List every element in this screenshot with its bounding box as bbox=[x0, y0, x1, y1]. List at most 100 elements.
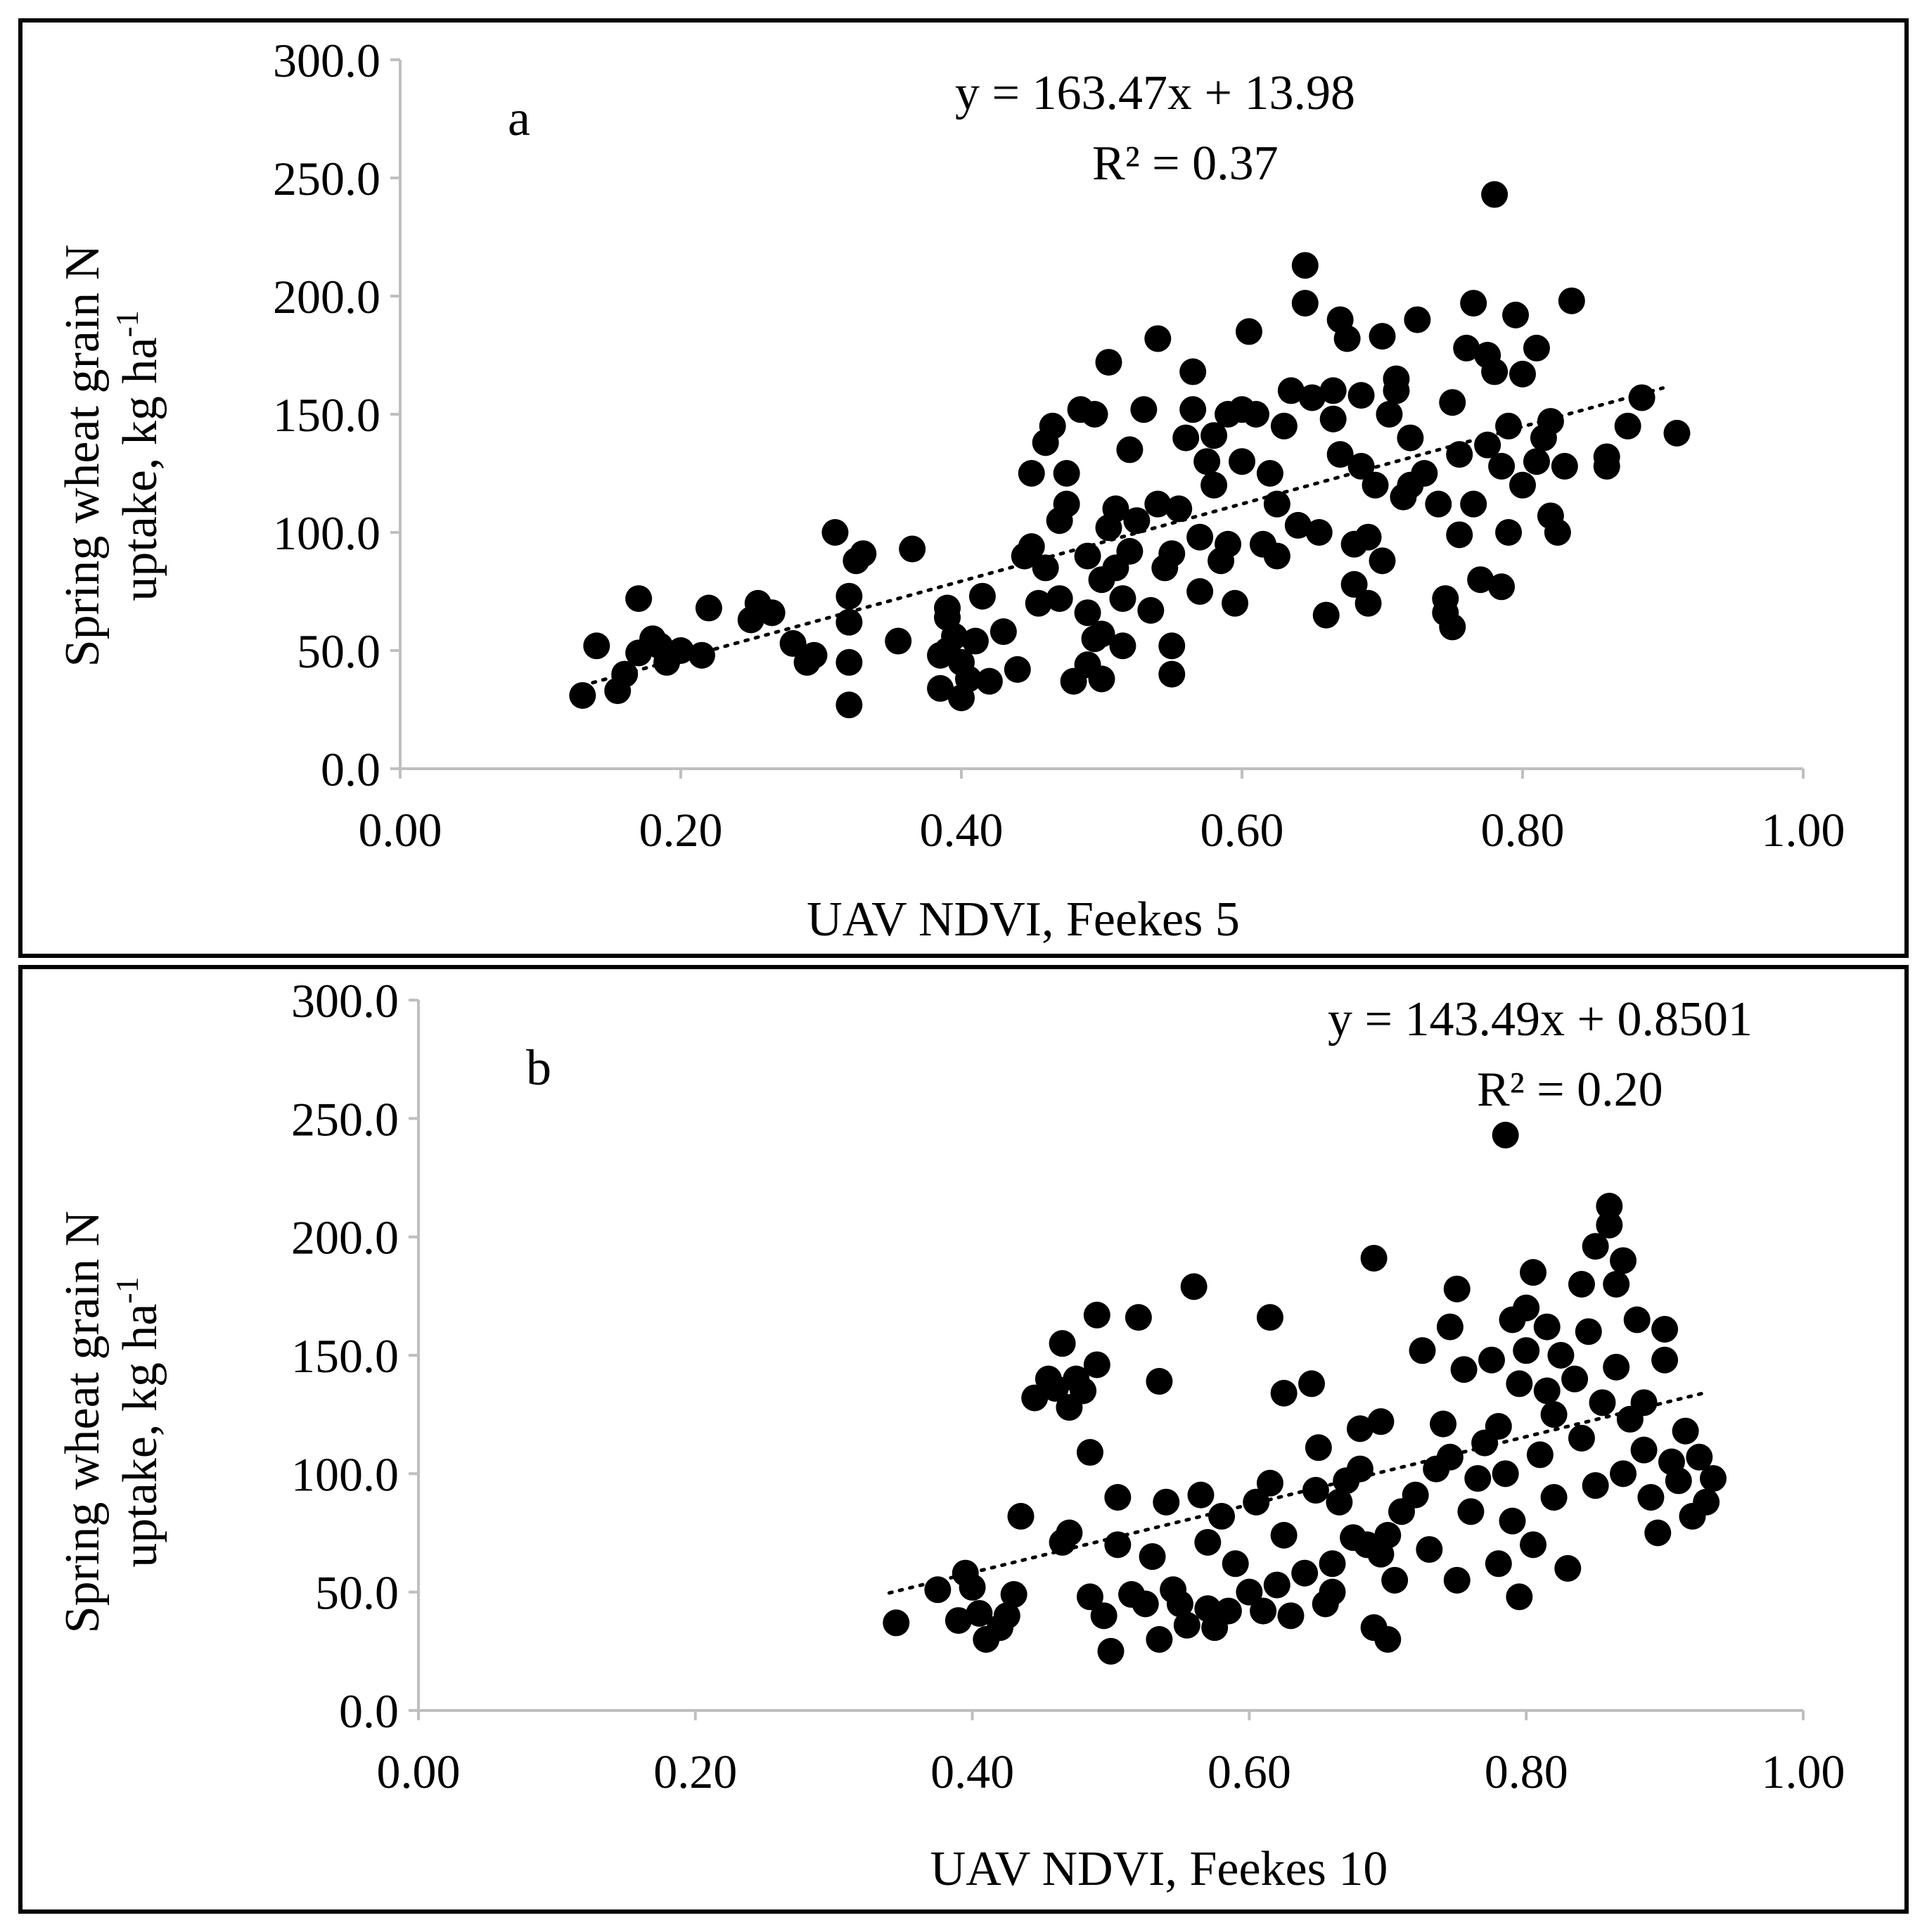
panel-b-x-tick-label: 0.40 bbox=[930, 1745, 1014, 1798]
panel-a-data-point bbox=[1411, 460, 1438, 487]
panel-a-y-tick-label: 50.0 bbox=[297, 625, 380, 678]
panel-b-data-point bbox=[1630, 1389, 1658, 1416]
panel-b-y-tick-label: 250.0 bbox=[291, 1092, 399, 1146]
panel-b: 0.0 50.0 100.0 150.0 200.0 250.0 300.0 0.00 0.20… bbox=[18, 965, 1909, 1914]
panel-b-data-point bbox=[1603, 1271, 1630, 1298]
panel-a-x-tick-label: 0.80 bbox=[1481, 803, 1565, 857]
panel-a-data-point bbox=[1074, 542, 1101, 570]
panel-a-x-tick-label: 0.00 bbox=[359, 803, 442, 857]
panel-a-data-point bbox=[1158, 540, 1186, 568]
panel-b-data-point bbox=[1021, 1384, 1049, 1412]
panel-b-data-point bbox=[1360, 1244, 1388, 1272]
panel-a-data-point bbox=[835, 691, 863, 719]
panel-a-data-point bbox=[1453, 334, 1480, 362]
panel-b-data-point bbox=[1603, 1353, 1630, 1381]
panel-a-data-point bbox=[961, 627, 989, 655]
panel-b-data-point bbox=[1478, 1346, 1505, 1374]
panel-b-data-point bbox=[1090, 1602, 1117, 1630]
panel-a-y-tick-label: 200.0 bbox=[273, 270, 380, 324]
panel-a-x-axis-title: UAV NDVI, Feekes 5 bbox=[807, 893, 1240, 947]
panel-b-data-point bbox=[1520, 1259, 1547, 1286]
panel-a-data-point bbox=[1046, 585, 1073, 613]
panel-a-data-point bbox=[899, 535, 926, 563]
panel-a-data-point bbox=[1123, 507, 1151, 535]
panel-b-data-point bbox=[1298, 1370, 1326, 1397]
panel-a-data-point bbox=[1481, 181, 1509, 208]
panel-a-data-point bbox=[1326, 441, 1354, 468]
panel-b-data-point bbox=[1215, 1597, 1242, 1625]
panel-b-data-point bbox=[1568, 1271, 1595, 1298]
panel-a-y-axis-title-unit: uptake, kg ha bbox=[113, 338, 167, 601]
panel-b-data-point bbox=[1547, 1342, 1575, 1369]
panel-b-data-point bbox=[1520, 1531, 1547, 1559]
panel-b-x-tick-label: 0.60 bbox=[1208, 1745, 1291, 1798]
panel-a-data-point bbox=[835, 648, 863, 676]
panel-a-data-point bbox=[968, 582, 996, 610]
panel-a-data-point bbox=[1088, 620, 1115, 648]
panel-b-data-point bbox=[1326, 1488, 1353, 1516]
panel-b-data-point bbox=[1596, 1211, 1623, 1239]
panel-b-data-point bbox=[1457, 1498, 1485, 1525]
panel-a-y-axis-title-line2: uptake, kg ha-1 bbox=[109, 310, 167, 601]
panel-a-data-point bbox=[1362, 471, 1389, 499]
panel-a-r-squared: R² = 0.37 bbox=[1092, 136, 1279, 191]
panel-a-data-point bbox=[1523, 334, 1550, 362]
panel-a-data-point bbox=[1242, 401, 1269, 428]
panel-a-data-point bbox=[1215, 530, 1242, 558]
panel-b-data-point bbox=[1346, 1415, 1373, 1442]
panel-b-data-point bbox=[1610, 1460, 1637, 1488]
panel-b-data-point bbox=[924, 1576, 952, 1604]
panel-b-data-point bbox=[1042, 1375, 1069, 1402]
panel-b-y-axis-title-superscript: -1 bbox=[109, 1277, 145, 1303]
panel-b-data-point bbox=[1409, 1337, 1436, 1364]
panel-a-data-point bbox=[800, 641, 828, 669]
panel-a-data-point bbox=[1291, 252, 1319, 279]
panel-a-data-point bbox=[1235, 318, 1262, 345]
panel-b-data-point bbox=[1291, 1559, 1319, 1587]
panel-b-data-point bbox=[1589, 1389, 1616, 1416]
panel-a-data-point bbox=[1053, 460, 1080, 487]
panel-b-data-point bbox=[1083, 1351, 1110, 1378]
panel-a-data-point bbox=[569, 682, 596, 709]
panel-b-x-tick-label: 0.20 bbox=[653, 1745, 737, 1798]
panel-a-data-point bbox=[835, 608, 863, 636]
panel-b-data-point bbox=[1430, 1410, 1457, 1438]
panel-b-data-point bbox=[1166, 1590, 1193, 1618]
panel-b-data-point bbox=[1250, 1597, 1277, 1625]
panel-b-data-point bbox=[1693, 1488, 1720, 1516]
panel-b-data-point bbox=[1443, 1566, 1471, 1594]
panel-b-y-axis-title-line2: uptake, kg ha-1 bbox=[109, 1277, 167, 1567]
panel-a-data-point bbox=[1172, 424, 1200, 452]
panel-a-data-point bbox=[1039, 412, 1066, 440]
panel-b-data-point bbox=[1492, 1121, 1519, 1149]
panel-b-data-point bbox=[1540, 1401, 1568, 1428]
panel-a-data-point bbox=[1319, 377, 1347, 404]
panel-b-data-point bbox=[1305, 1434, 1332, 1461]
panel-a-data-point bbox=[1053, 490, 1080, 518]
panel-b-data-point bbox=[1596, 1192, 1623, 1220]
panel-b-data-point bbox=[1416, 1536, 1443, 1563]
panel-a-data-point bbox=[1488, 573, 1516, 601]
panel-a-data-point bbox=[625, 585, 653, 613]
panel-b-data-point bbox=[1575, 1318, 1602, 1345]
panel-a-data-point bbox=[1270, 412, 1298, 440]
panel-b-data-point bbox=[1499, 1507, 1526, 1535]
panel-a-data-point bbox=[1369, 547, 1396, 575]
panel-a-data-point bbox=[850, 540, 877, 568]
panel-a-data-point bbox=[1544, 519, 1571, 546]
panel-a-data-point bbox=[695, 594, 722, 622]
panel-a-data-point bbox=[1081, 401, 1108, 428]
panel-b-x-tick-label: 0.80 bbox=[1485, 1745, 1568, 1798]
panel-a-data-point bbox=[1467, 566, 1494, 594]
panel-b-data-point bbox=[1443, 1275, 1471, 1303]
panel-b-data-point bbox=[1139, 1543, 1166, 1570]
panel-b-data-point bbox=[1506, 1583, 1533, 1611]
panel-b-data-point bbox=[883, 1609, 910, 1637]
panel-a-data-point bbox=[1509, 471, 1536, 499]
panel-a-data-point bbox=[1312, 601, 1340, 629]
panel-a-data-point bbox=[1263, 542, 1290, 570]
panel-b-data-point bbox=[1464, 1465, 1492, 1492]
panel-a-data-point bbox=[927, 674, 954, 702]
panel-a-data-point bbox=[1144, 325, 1172, 352]
panel-b-data-point bbox=[1637, 1484, 1665, 1511]
